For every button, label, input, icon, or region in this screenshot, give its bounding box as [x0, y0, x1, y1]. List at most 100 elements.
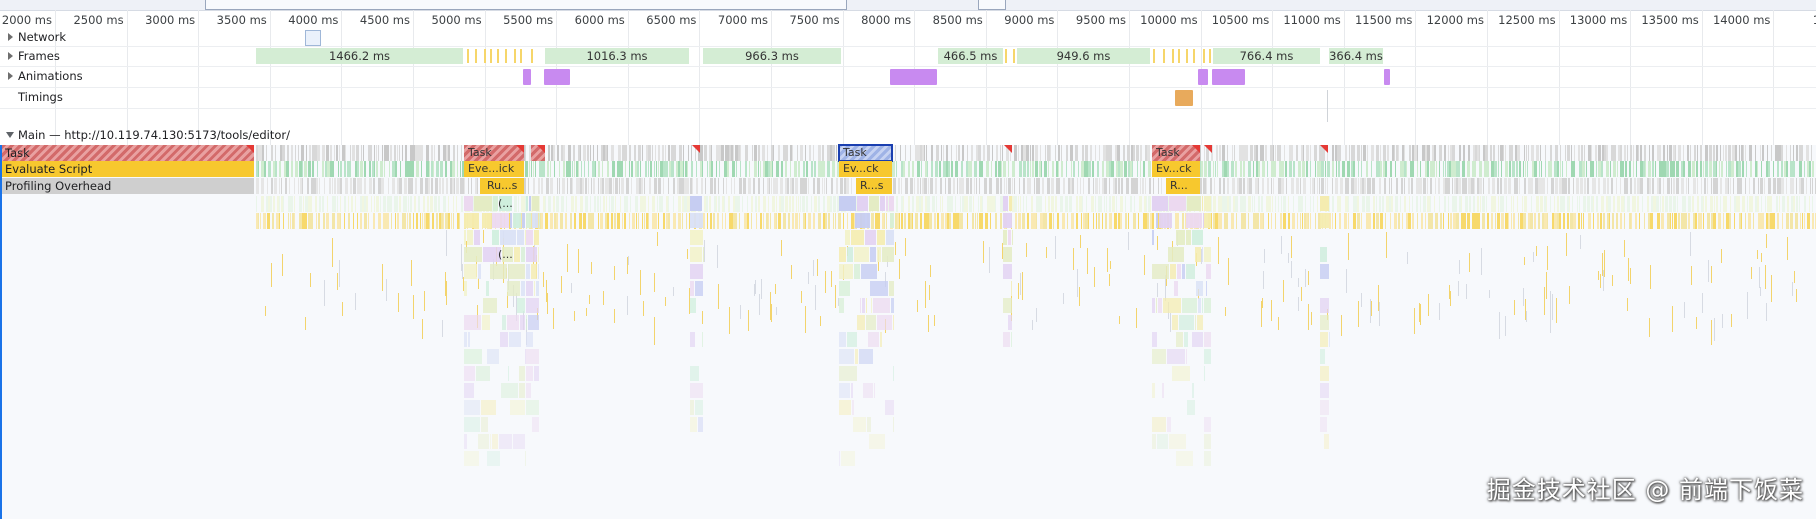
flame-slice — [611, 196, 614, 212]
flame-slice — [747, 309, 749, 331]
flame-slice — [1812, 161, 1814, 177]
flame-slice — [1062, 213, 1065, 229]
call-frame-slice — [514, 247, 520, 262]
flame-slice — [916, 196, 919, 212]
flame-slice — [1459, 196, 1462, 212]
flame-slice — [410, 196, 412, 212]
flame-slice — [1675, 145, 1676, 161]
animation-bar[interactable] — [1384, 69, 1390, 85]
main-thread-header[interactable]: Main — http://10.119.74.130:5173/tools/e… — [0, 127, 290, 143]
flame-slice — [1617, 161, 1618, 177]
track-animations[interactable]: Animations — [0, 67, 260, 85]
flame-slice — [1621, 196, 1624, 212]
flame-slice — [1570, 213, 1573, 229]
flame-slice — [392, 161, 395, 177]
frame-bar[interactable]: 366.4 ms — [1329, 48, 1384, 64]
track-frames[interactable]: Frames — [0, 47, 260, 65]
flame-slice — [545, 213, 548, 229]
flame-slice — [1643, 161, 1646, 177]
function-call-bar[interactable]: (... — [498, 248, 513, 261]
frame-bar[interactable]: 966.3 ms — [703, 48, 842, 64]
call-frame-slice — [532, 213, 538, 228]
network-request-bar[interactable] — [305, 30, 321, 46]
flame-slice — [1310, 196, 1311, 212]
flame-slice — [706, 196, 708, 212]
collapse-arrow-icon[interactable] — [6, 132, 14, 138]
flame-slice — [376, 145, 377, 161]
time-ruler[interactable]: 2000 ms 2500 ms 3000 ms 3500 ms 4000 ms 4500 … — [0, 10, 1816, 28]
frame-bar[interactable]: 1466.2 ms — [256, 48, 464, 64]
animation-bar[interactable] — [544, 69, 570, 85]
flame-slice — [1108, 145, 1111, 161]
task-bar-long[interactable] — [2, 145, 254, 161]
task-bar[interactable]: Task — [1152, 145, 1200, 161]
flame-slice — [350, 145, 351, 161]
flame-slice — [1337, 145, 1340, 161]
flame-slice — [1757, 196, 1759, 212]
flame-slice — [1645, 161, 1646, 177]
expand-arrow-icon[interactable] — [8, 52, 13, 60]
frame-bar[interactable]: 1016.3 ms — [545, 48, 690, 64]
expand-arrow-icon[interactable] — [8, 72, 13, 80]
call-frame-slice — [538, 264, 539, 279]
flame-slice — [1143, 254, 1145, 275]
function-call-bar[interactable]: (... — [498, 197, 513, 210]
call-frame-slice — [867, 417, 871, 432]
flame-slice — [397, 196, 398, 212]
animation-bar[interactable] — [523, 69, 531, 85]
flame-slice — [1133, 213, 1136, 229]
run-microtasks-bar[interactable]: Ru...s — [480, 178, 524, 194]
task-bar-selected[interactable]: Task — [838, 144, 893, 162]
flame-slice — [658, 178, 661, 194]
flame-slice — [1346, 268, 1348, 294]
track-network[interactable]: Network — [0, 28, 260, 46]
flame-slice — [613, 265, 615, 280]
flame-slice — [1425, 213, 1426, 229]
evaluate-script-bar-long[interactable] — [2, 161, 254, 177]
flame-slice — [407, 213, 408, 229]
timing-marker[interactable] — [1175, 90, 1193, 106]
animation-bar[interactable] — [1212, 69, 1245, 85]
evaluate-script-bar[interactable]: Ev...ck — [839, 161, 892, 177]
flame-slice — [1559, 178, 1562, 194]
flame-slice — [457, 213, 459, 229]
flame-slice — [1229, 196, 1231, 212]
flame-slice — [926, 145, 927, 161]
flame-slice — [289, 178, 290, 194]
flame-slice — [1526, 196, 1527, 212]
call-frame-slice — [854, 264, 860, 279]
expand-arrow-icon[interactable] — [8, 33, 13, 41]
flame-slice — [1454, 145, 1455, 161]
animation-bar[interactable] — [890, 69, 937, 85]
flame-slice — [1384, 178, 1386, 194]
profiling-overhead-bar-long[interactable] — [2, 178, 254, 194]
evaluate-script-bar[interactable]: Ev...ck — [1152, 161, 1200, 177]
flame-slice — [1753, 178, 1755, 194]
overview-window[interactable] — [205, 0, 847, 10]
flame-slice — [1035, 161, 1038, 177]
flame-slice — [1090, 145, 1092, 161]
evaluate-script-bar[interactable]: Eve...ick — [464, 161, 524, 177]
flame-slice — [1652, 145, 1654, 161]
call-frame-slice — [1152, 417, 1166, 432]
flame-slice — [373, 213, 375, 229]
overview-strip[interactable] — [0, 0, 1816, 11]
call-frame-slice — [526, 366, 533, 381]
flame-slice — [1014, 178, 1015, 194]
flame-slice — [663, 178, 664, 194]
frame-bar[interactable]: 766.4 ms — [1213, 48, 1321, 64]
frame-bar[interactable]: 466.5 ms — [938, 48, 1004, 64]
flame-slice — [1777, 161, 1779, 177]
flame-slice — [1452, 145, 1454, 161]
flame-slice — [1487, 213, 1489, 229]
run-microtasks-bar[interactable]: R...s — [856, 178, 892, 194]
flame-slice — [917, 161, 920, 177]
tick-label: 6000 ms — [574, 13, 625, 27]
animation-bar[interactable] — [1198, 69, 1208, 85]
run-microtasks-bar[interactable]: R... — [1166, 178, 1200, 194]
flame-slice — [1475, 213, 1477, 229]
call-frame-slice — [486, 281, 489, 296]
frame-bar[interactable]: 949.6 ms — [1017, 48, 1151, 64]
flame-slice — [1701, 178, 1702, 194]
task-bar[interactable]: Task — [464, 145, 524, 161]
